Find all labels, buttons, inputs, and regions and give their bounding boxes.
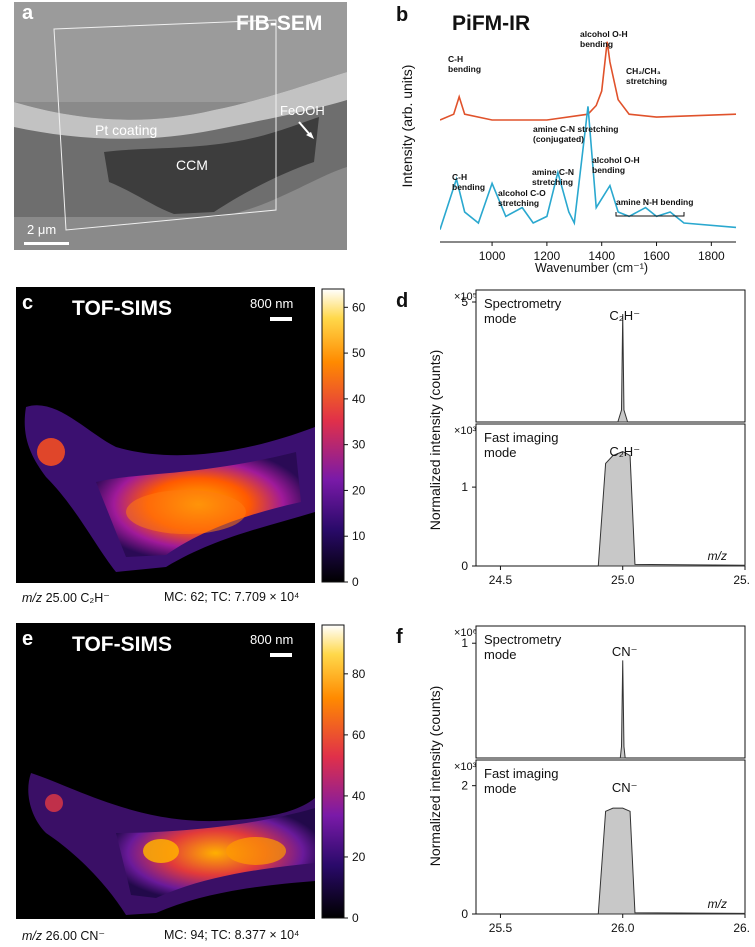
bottom-peak-label: CN⁻ [612, 780, 638, 795]
scale-bar-label-e: 800 nm [250, 632, 294, 647]
series-orange-line [440, 41, 737, 121]
colorbar-tick-label: 40 [352, 392, 366, 406]
tof-sims-title-c: TOF-SIMS [72, 297, 172, 320]
bottom-multiplier: ×10³ [454, 425, 477, 437]
top-peak-label: C₂H⁻ [609, 308, 640, 323]
panel-label-b: b [396, 4, 409, 26]
tof-sims-map-c [16, 287, 315, 583]
caption-stats-e: MC: 94; TC: 8.377 × 10⁴ [164, 928, 300, 942]
pifm-chart: 1000 1200 1400 1600 1800 C-H bending alcohol O-… [440, 29, 737, 263]
panel-label-f: f [396, 626, 403, 648]
top-ytick-label: 5 [461, 295, 468, 309]
colorbar-tick-label: 60 [352, 300, 366, 314]
tof-sims-spectrum-d: Spectrometry mode ×10⁵ C₂H⁻ Fast imaging mode… [454, 289, 750, 587]
colorbar-gradient [321, 624, 345, 919]
series-blue-line [440, 106, 737, 230]
colorbar-tick-label: 30 [352, 438, 366, 452]
xtick-label: 26.0 [611, 921, 635, 935]
colorbar-tick-label: 50 [352, 346, 366, 360]
mz-axis-label: m/z [708, 897, 727, 911]
tof-sims-spectrum-f: Spectrometry mode ×10⁶ CN⁻ Fast imaging mode ×… [454, 625, 750, 935]
caption-c: m/z 25.00 C₂H⁻ [22, 591, 110, 605]
ann-orange-oh: alcohol O-H bending [580, 29, 628, 49]
caption-e: m/z 26.00 CN⁻ [22, 929, 106, 943]
top-mode-label: Spectrometry mode [484, 296, 562, 326]
colorbar-tick-label: 40 [352, 789, 366, 803]
panel-label-d: d [396, 290, 409, 312]
xtick-label: 24.5 [489, 573, 513, 587]
ann-blue-cn: amine C-N stretching [532, 167, 574, 187]
colorbar-gradient [321, 288, 345, 583]
colorbar-tick-label: 20 [352, 483, 366, 497]
b-xtick-label: 1600 [643, 249, 670, 263]
bottom-ytick-label: 0 [461, 907, 468, 921]
b-xlabel: Wavenumber (cm⁻¹) [535, 261, 649, 275]
colorbar-c: 0 10 20 30 40 50 60 [321, 288, 366, 587]
bottom-mode-label: Fast imaging mode [484, 766, 558, 796]
scale-bar-label-a: 2 μm [27, 222, 57, 237]
xtick-label: 25.5 [733, 573, 750, 587]
top-ytick-label: 1 [461, 636, 468, 650]
bottom-mode-label: Fast imaging mode [484, 430, 558, 460]
tof-sims-title-e: TOF-SIMS [72, 633, 172, 656]
ann-blue-oh: alcohol O-H bending [592, 155, 640, 175]
pifm-title: PiFM-IR [452, 12, 531, 35]
caption-stats-c: MC: 62; TC: 7.709 × 10⁴ [164, 590, 300, 604]
top-subplot-frame [475, 625, 746, 759]
xtick-label: 25.5 [489, 921, 513, 935]
tof-sims-map-e [16, 623, 315, 919]
top-multiplier: ×10⁶ [454, 627, 477, 639]
bottom-peak-area [597, 451, 746, 567]
ann-blue-ch: C-H bending [452, 172, 485, 192]
bottom-ytick-label: 0 [461, 559, 468, 573]
ann-blue-nh: amine N-H bending [616, 197, 693, 207]
fib-sem-image [14, 2, 347, 250]
panel-label-a: a [22, 2, 34, 24]
bottom-multiplier: ×10³ [454, 761, 477, 773]
top-multiplier: ×10⁵ [454, 291, 477, 303]
b-xtick-label: 1200 [534, 249, 561, 263]
colorbar-tick-label: 10 [352, 529, 366, 543]
xtick-label: 26.5 [733, 921, 750, 935]
top-peak-area [617, 313, 629, 423]
b-xtick-label: 1000 [479, 249, 506, 263]
xtick-label: 25.0 [611, 573, 635, 587]
colorbar-tick-label: 60 [352, 728, 366, 742]
panel-label-e: e [22, 628, 34, 650]
ccm-label: CCM [176, 157, 208, 173]
bottom-peak-area [597, 807, 746, 915]
bottom-ytick-label: 2 [461, 779, 468, 793]
bottom-peak-label: C₂H⁻ [609, 444, 640, 459]
scan-square [53, 19, 277, 231]
top-peak-area [619, 660, 626, 759]
ann-orange-ch2: CH₂/CH₃ stretching [626, 66, 667, 86]
ann-blue-cnconj: amine C-N stretching (conjugated) [533, 124, 619, 144]
feooh-label: FeOOH [280, 103, 325, 118]
b-ylabel: Intensity (arb. units) [399, 64, 415, 188]
top-mode-label: Spectrometry mode [484, 632, 562, 662]
top-subplot-frame [475, 289, 746, 423]
b-xtick-label: 1400 [588, 249, 615, 263]
b-xtick-label: 1800 [698, 249, 725, 263]
mz-axis-label: m/z [708, 549, 727, 563]
ann-orange-ch: C-H bending [448, 54, 481, 74]
colorbar-tick-label: 0 [352, 575, 359, 587]
feooh-arrow-icon [298, 121, 314, 139]
colorbar-e: 0 20 40 60 80 [321, 624, 366, 923]
bottom-ytick-label: 1 [461, 480, 468, 494]
colorbar-tick-label: 0 [352, 911, 359, 923]
colorbar-tick-label: 20 [352, 850, 366, 864]
colorbar-tick-label: 80 [352, 667, 366, 681]
nh-bracket [615, 212, 685, 217]
pt-coating-label: Pt coating [95, 122, 158, 138]
fib-sem-title: FIB-SEM [236, 12, 323, 35]
panel-label-c: c [22, 292, 34, 314]
top-peak-label: CN⁻ [612, 644, 638, 659]
scale-bar-label-c: 800 nm [250, 296, 294, 311]
ann-blue-co: alcohol C-O stretching [498, 188, 546, 208]
